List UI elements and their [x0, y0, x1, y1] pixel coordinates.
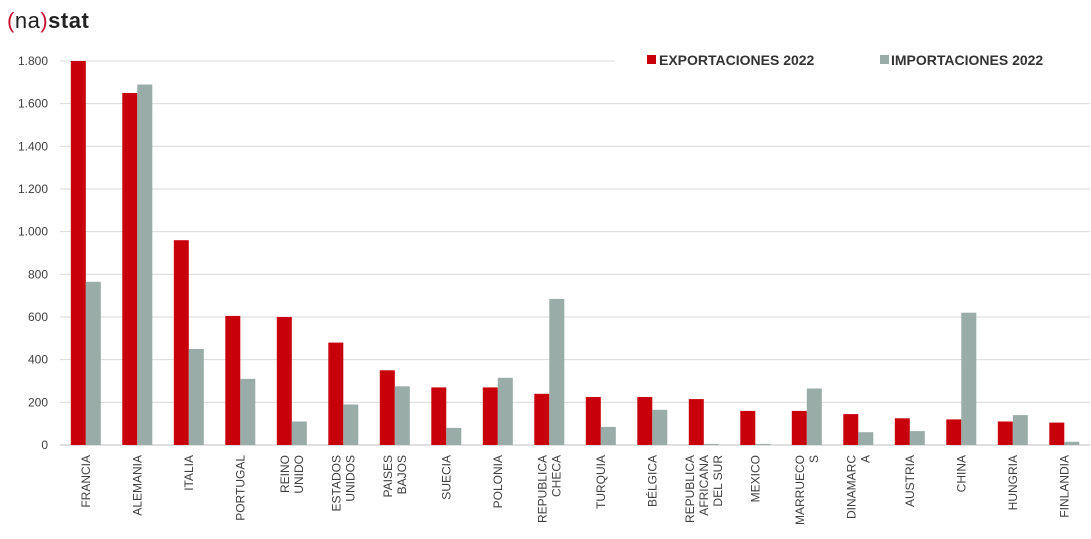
- bar-importaciones-dinamarc-a: [858, 432, 874, 445]
- bar-importaciones-paises-bajos: [394, 386, 410, 445]
- x-category-label-belgica: BÉLGICA: [644, 455, 659, 507]
- gridlines: [60, 60, 1090, 446]
- x-category-label-estados-unidos: ESTADOSUNIDOS: [329, 455, 357, 511]
- x-category-label-marrueco-s: MARRUECOS: [793, 455, 821, 525]
- bar-importaciones-turquia: [600, 426, 616, 445]
- bar-exportaciones-portugal: [225, 315, 241, 445]
- x-category-label-austria: AUSTRIA: [903, 455, 917, 507]
- bar-exportaciones-suecia: [431, 387, 447, 445]
- nastat-logo: (na)stat: [7, 8, 90, 33]
- x-category-label-dinamarc-a: DINAMARCA: [844, 455, 872, 519]
- y-tick-label: 1.000: [18, 225, 48, 239]
- legend-swatch-importaciones: [880, 55, 889, 64]
- x-category-label-china: CHINA: [954, 455, 968, 492]
- x-category-label-finlandia: FINLANDIA: [1057, 455, 1071, 518]
- bar-exportaciones-paises-bajos: [379, 370, 395, 445]
- legend-label-exportaciones: EXPORTACIONES 2022: [659, 52, 815, 68]
- x-category-label-suecia: SUECIA: [439, 455, 453, 500]
- y-tick-label: 1.400: [18, 139, 48, 153]
- y-tick-label: 200: [28, 395, 48, 409]
- x-category-label-portugal: PORTUGAL: [233, 455, 247, 521]
- bar-exportaciones-hungria: [997, 421, 1013, 445]
- bar-exportaciones-polonia: [482, 387, 498, 445]
- bar-importaciones-republica-checa: [549, 298, 565, 445]
- bar-exportaciones-finlandia: [1049, 422, 1065, 445]
- bar-importaciones-suecia: [446, 427, 462, 445]
- bar-exportaciones-china: [946, 419, 962, 445]
- y-tick-label: 1.600: [18, 97, 48, 111]
- bar-exportaciones-republica-checa: [534, 393, 550, 445]
- x-category-label-reino-unido: REINOUNIDO: [278, 455, 306, 494]
- x-category-label-turquia: TURQUIA: [594, 455, 608, 509]
- bar-importaciones-alemania: [137, 84, 153, 445]
- bar-exportaciones-italia: [173, 240, 189, 445]
- bar-importaciones-polonia: [497, 377, 513, 445]
- bar-exportaciones-austria: [894, 418, 910, 445]
- bar-importaciones-mexico: [755, 443, 771, 445]
- bar-importaciones-francia: [85, 281, 101, 445]
- x-category-label-francia: FRANCIA: [79, 455, 93, 508]
- bar-exportaciones-republica-africana-del-sur: [688, 399, 704, 445]
- bar-exportaciones-francia: [70, 61, 86, 445]
- bar-importaciones-china: [961, 312, 977, 445]
- bar-exportaciones-belgica: [637, 397, 653, 445]
- bars: [70, 61, 1080, 445]
- y-tick-label: 800: [28, 267, 48, 281]
- bar-importaciones-hungria: [1012, 415, 1028, 445]
- x-category-label-mexico: MEXICO: [748, 455, 762, 502]
- y-tick-label: 1.800: [18, 54, 48, 68]
- x-category-label-italia: ITALIA: [182, 455, 196, 491]
- bar-importaciones-marrueco-s: [806, 388, 822, 445]
- bar-exportaciones-mexico: [740, 410, 756, 445]
- y-tick-label: 0: [41, 438, 48, 452]
- bar-exportaciones-dinamarc-a: [843, 414, 859, 445]
- bar-importaciones-austria: [909, 431, 925, 445]
- legend: EXPORTACIONES 2022 IMPORTACIONES 2022: [647, 52, 1043, 68]
- bar-importaciones-republica-africana-del-sur: [703, 443, 719, 445]
- x-category-label-republica-checa: REPUBLICACHECA: [535, 455, 563, 523]
- bar-importaciones-estados-unidos: [343, 404, 359, 445]
- bar-importaciones-finlandia: [1064, 441, 1080, 445]
- bar-exportaciones-marrueco-s: [791, 410, 807, 445]
- y-tick-label: 600: [28, 310, 48, 324]
- x-category-label-paises-bajos: PAISESBAJOS: [381, 455, 409, 497]
- x-axis-categories: FRANCIA ALEMANIA ITALIA PORTUGAL REINOUNIDO E…: [79, 455, 1072, 525]
- y-tick-label: 1.200: [18, 182, 48, 196]
- bar-exportaciones-estados-unidos: [328, 342, 344, 445]
- x-category-label-polonia: POLONIA: [491, 455, 505, 508]
- y-axis-ticks: 0 200 400 600 800 1.000 1.200 1.400 1.600 1.800: [18, 54, 48, 452]
- bar-importaciones-reino-unido: [291, 421, 307, 445]
- bar-importaciones-portugal: [240, 378, 256, 445]
- bar-exportaciones-alemania: [122, 93, 138, 445]
- legend-swatch-exportaciones: [647, 55, 656, 64]
- bar-importaciones-italia: [188, 349, 204, 445]
- bar-importaciones-belgica: [652, 409, 668, 445]
- legend-label-importaciones: IMPORTACIONES 2022: [891, 52, 1043, 68]
- bar-exportaciones-turquia: [585, 397, 601, 445]
- x-category-label-republica-africana-del-sur: REPUBLICAAFRICANADEL SUR: [683, 455, 725, 523]
- x-category-label-alemania: ALEMANIA: [130, 455, 144, 516]
- y-tick-label: 400: [28, 353, 48, 367]
- bar-exportaciones-reino-unido: [276, 317, 292, 445]
- x-category-label-hungria: HUNGRIA: [1006, 455, 1020, 510]
